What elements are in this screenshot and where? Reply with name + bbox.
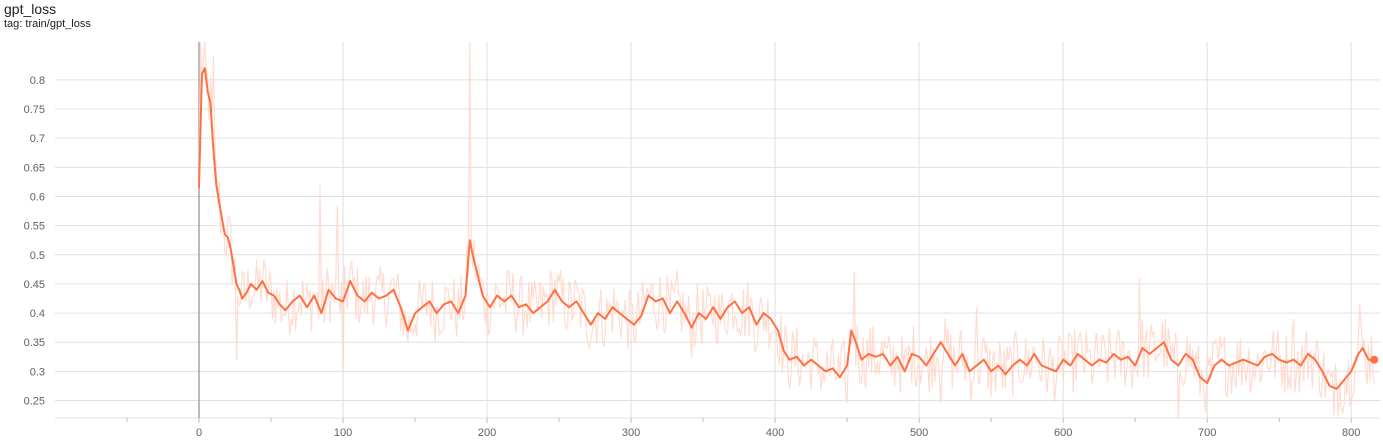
- chart-title: gpt_loss: [4, 1, 57, 17]
- y-tick-label: 0.4: [30, 308, 45, 320]
- smoothed-series: [198, 67, 1379, 390]
- y-tick-label: 0.25: [24, 396, 45, 408]
- y-tick-label: 0.6: [30, 191, 45, 203]
- raw-series: [198, 41, 1375, 419]
- y-tick-label: 0.8: [30, 75, 45, 87]
- x-axis-tick-labels: 0 100 200 300 400 500 600 700 800: [196, 427, 1360, 439]
- y-tick-label: 0.55: [24, 221, 45, 233]
- y-tick-label: 0.7: [30, 133, 45, 145]
- x-tick-label: 700: [1198, 427, 1216, 439]
- x-tick-label: 800: [1342, 427, 1360, 439]
- y-tick-label: 0.65: [24, 162, 45, 174]
- y-tick-label: 0.3: [30, 366, 45, 378]
- last-point-marker: [1370, 355, 1379, 364]
- smoothed-loss-line: [198, 67, 1375, 390]
- x-tick-label: 100: [334, 427, 352, 439]
- y-tick-label: 0.35: [24, 337, 45, 349]
- y-tick-label: 0.45: [24, 279, 45, 291]
- chart-tag: tag: train/gpt_loss: [4, 18, 91, 30]
- x-tick-label: 400: [766, 427, 784, 439]
- x-tick-label: 0: [196, 427, 202, 439]
- y-axis-tick-labels: 0.25 0.3 0.35 0.4 0.45 0.5 0.55 0.6 0.65 0.7 0.75 0…: [24, 75, 45, 408]
- x-tick-label: 600: [1054, 427, 1072, 439]
- raw-loss-line: [198, 41, 1375, 419]
- grid-lines: [55, 42, 1380, 423]
- y-tick-label: 0.75: [24, 104, 45, 116]
- x-tick-label: 500: [910, 427, 928, 439]
- y-tick-label: 0.5: [30, 250, 45, 262]
- x-tick-label: 200: [478, 427, 496, 439]
- x-tick-label: 300: [622, 427, 640, 439]
